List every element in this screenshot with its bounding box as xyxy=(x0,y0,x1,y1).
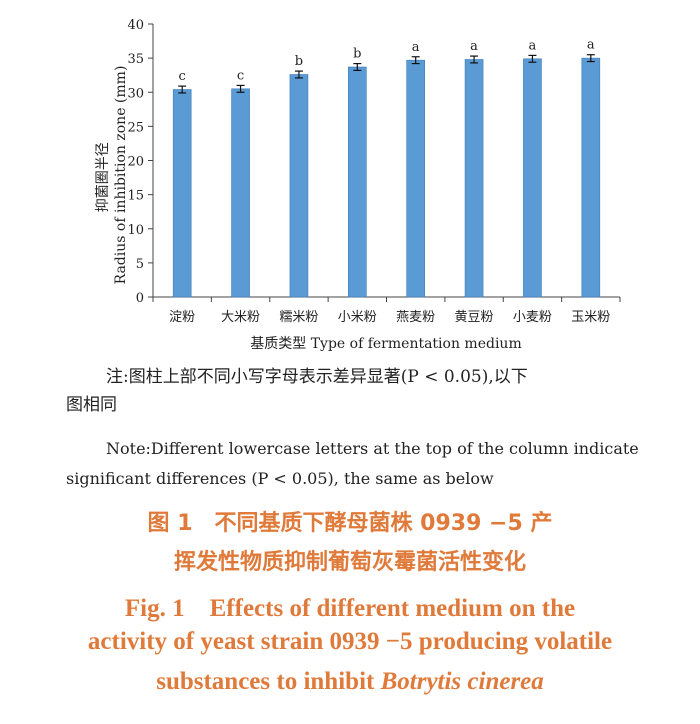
significance-letter: b xyxy=(295,54,303,69)
y-tick-label: 20 xyxy=(127,155,144,170)
x-tick-label: 糯米粉 xyxy=(279,310,318,325)
bar xyxy=(348,66,367,298)
bar xyxy=(172,89,192,298)
significance-letter: a xyxy=(587,38,595,53)
y-tick-label: 10 xyxy=(127,223,144,238)
caption-en-line3: substances to inhibit Botrytis cinerea xyxy=(0,668,700,696)
y-tick-label: 25 xyxy=(127,120,144,135)
caption-cn-line2: 挥发性物质抑制葡萄灰霉菌活性变化 xyxy=(173,550,526,575)
note-chinese: 注:图柱上部不同小写字母表示差异显著(P < 0.05),以下 图相同 xyxy=(66,363,646,419)
caption-en-line3-prefix: substances to inhibit xyxy=(156,668,381,695)
x-tick-label: 大米粉 xyxy=(221,310,260,325)
bar-chart: 0 5 10 15 20 25 30 35 40 淀粉 大米粉 糯米粉 小米粉 燕麦粉 黄豆粉 小麦粉 玉米粉… xyxy=(95,18,621,352)
significance-letter: a xyxy=(470,39,478,54)
bar xyxy=(289,74,309,298)
y-axis-label: 抑菌圈半径 Radius of inhibition zone (mm) xyxy=(95,66,129,285)
note-english: Note:Different lowercase letters at the … xyxy=(66,434,646,494)
y-tick-label: 0 xyxy=(136,291,144,306)
bar xyxy=(231,88,250,298)
y-axis-label-en: Radius of inhibition zone (mm) xyxy=(113,66,129,285)
significance-letter: c xyxy=(237,68,244,83)
y-tick-label: 35 xyxy=(127,52,144,67)
significance-letter: a xyxy=(529,38,537,53)
x-tick-label: 小麦粉 xyxy=(513,310,552,325)
x-tick-label: 黄豆粉 xyxy=(455,310,494,325)
significance-letter: b xyxy=(353,47,361,62)
y-axis: 0 5 10 15 20 25 30 35 40 xyxy=(127,18,154,306)
y-tick-label: 30 xyxy=(127,86,144,101)
significance-letter: c xyxy=(179,69,186,84)
x-axis: 淀粉 大米粉 糯米粉 小米粉 燕麦粉 黄豆粉 小麦粉 玉米粉 xyxy=(152,296,621,325)
bars: c c b b a a a a xyxy=(172,38,601,298)
bar xyxy=(523,58,542,298)
caption-cn-line1: 图 1 不同基质下酵母菌株 0939 −5 产 xyxy=(147,511,553,536)
bar xyxy=(581,57,601,298)
x-tick-label: 淀粉 xyxy=(169,310,195,325)
y-tick-label: 40 xyxy=(127,18,144,33)
note-en-line1: Note:Different lowercase letters at the … xyxy=(106,439,639,458)
note-cn-line1: 注:图柱上部不同小写字母表示差异显著(P < 0.05),以下 xyxy=(106,367,528,387)
note-cn-line2: 图相同 xyxy=(66,395,117,415)
y-axis-label-cn: 抑菌圈半径 xyxy=(95,142,111,212)
caption-en-line2: activity of yeast strain 0939 −5 produci… xyxy=(87,628,613,655)
caption-en-line1: Fig. 1 Effects of different medium on th… xyxy=(124,595,576,622)
bar xyxy=(406,59,425,298)
note-en-line2: significant differences (P < 0.05), the … xyxy=(66,469,494,488)
bar xyxy=(464,59,484,298)
x-axis-label: 基质类型 Type of fermentation medium xyxy=(250,335,521,352)
x-tick-label: 小米粉 xyxy=(338,310,377,325)
x-tick-label: 燕麦粉 xyxy=(396,310,435,325)
y-tick-label: 15 xyxy=(127,189,144,204)
x-tick-label: 玉米粉 xyxy=(571,310,610,325)
significance-letter: a xyxy=(412,40,420,55)
y-tick-label: 5 xyxy=(136,257,144,272)
caption-species: Botrytis cinerea xyxy=(380,668,544,695)
